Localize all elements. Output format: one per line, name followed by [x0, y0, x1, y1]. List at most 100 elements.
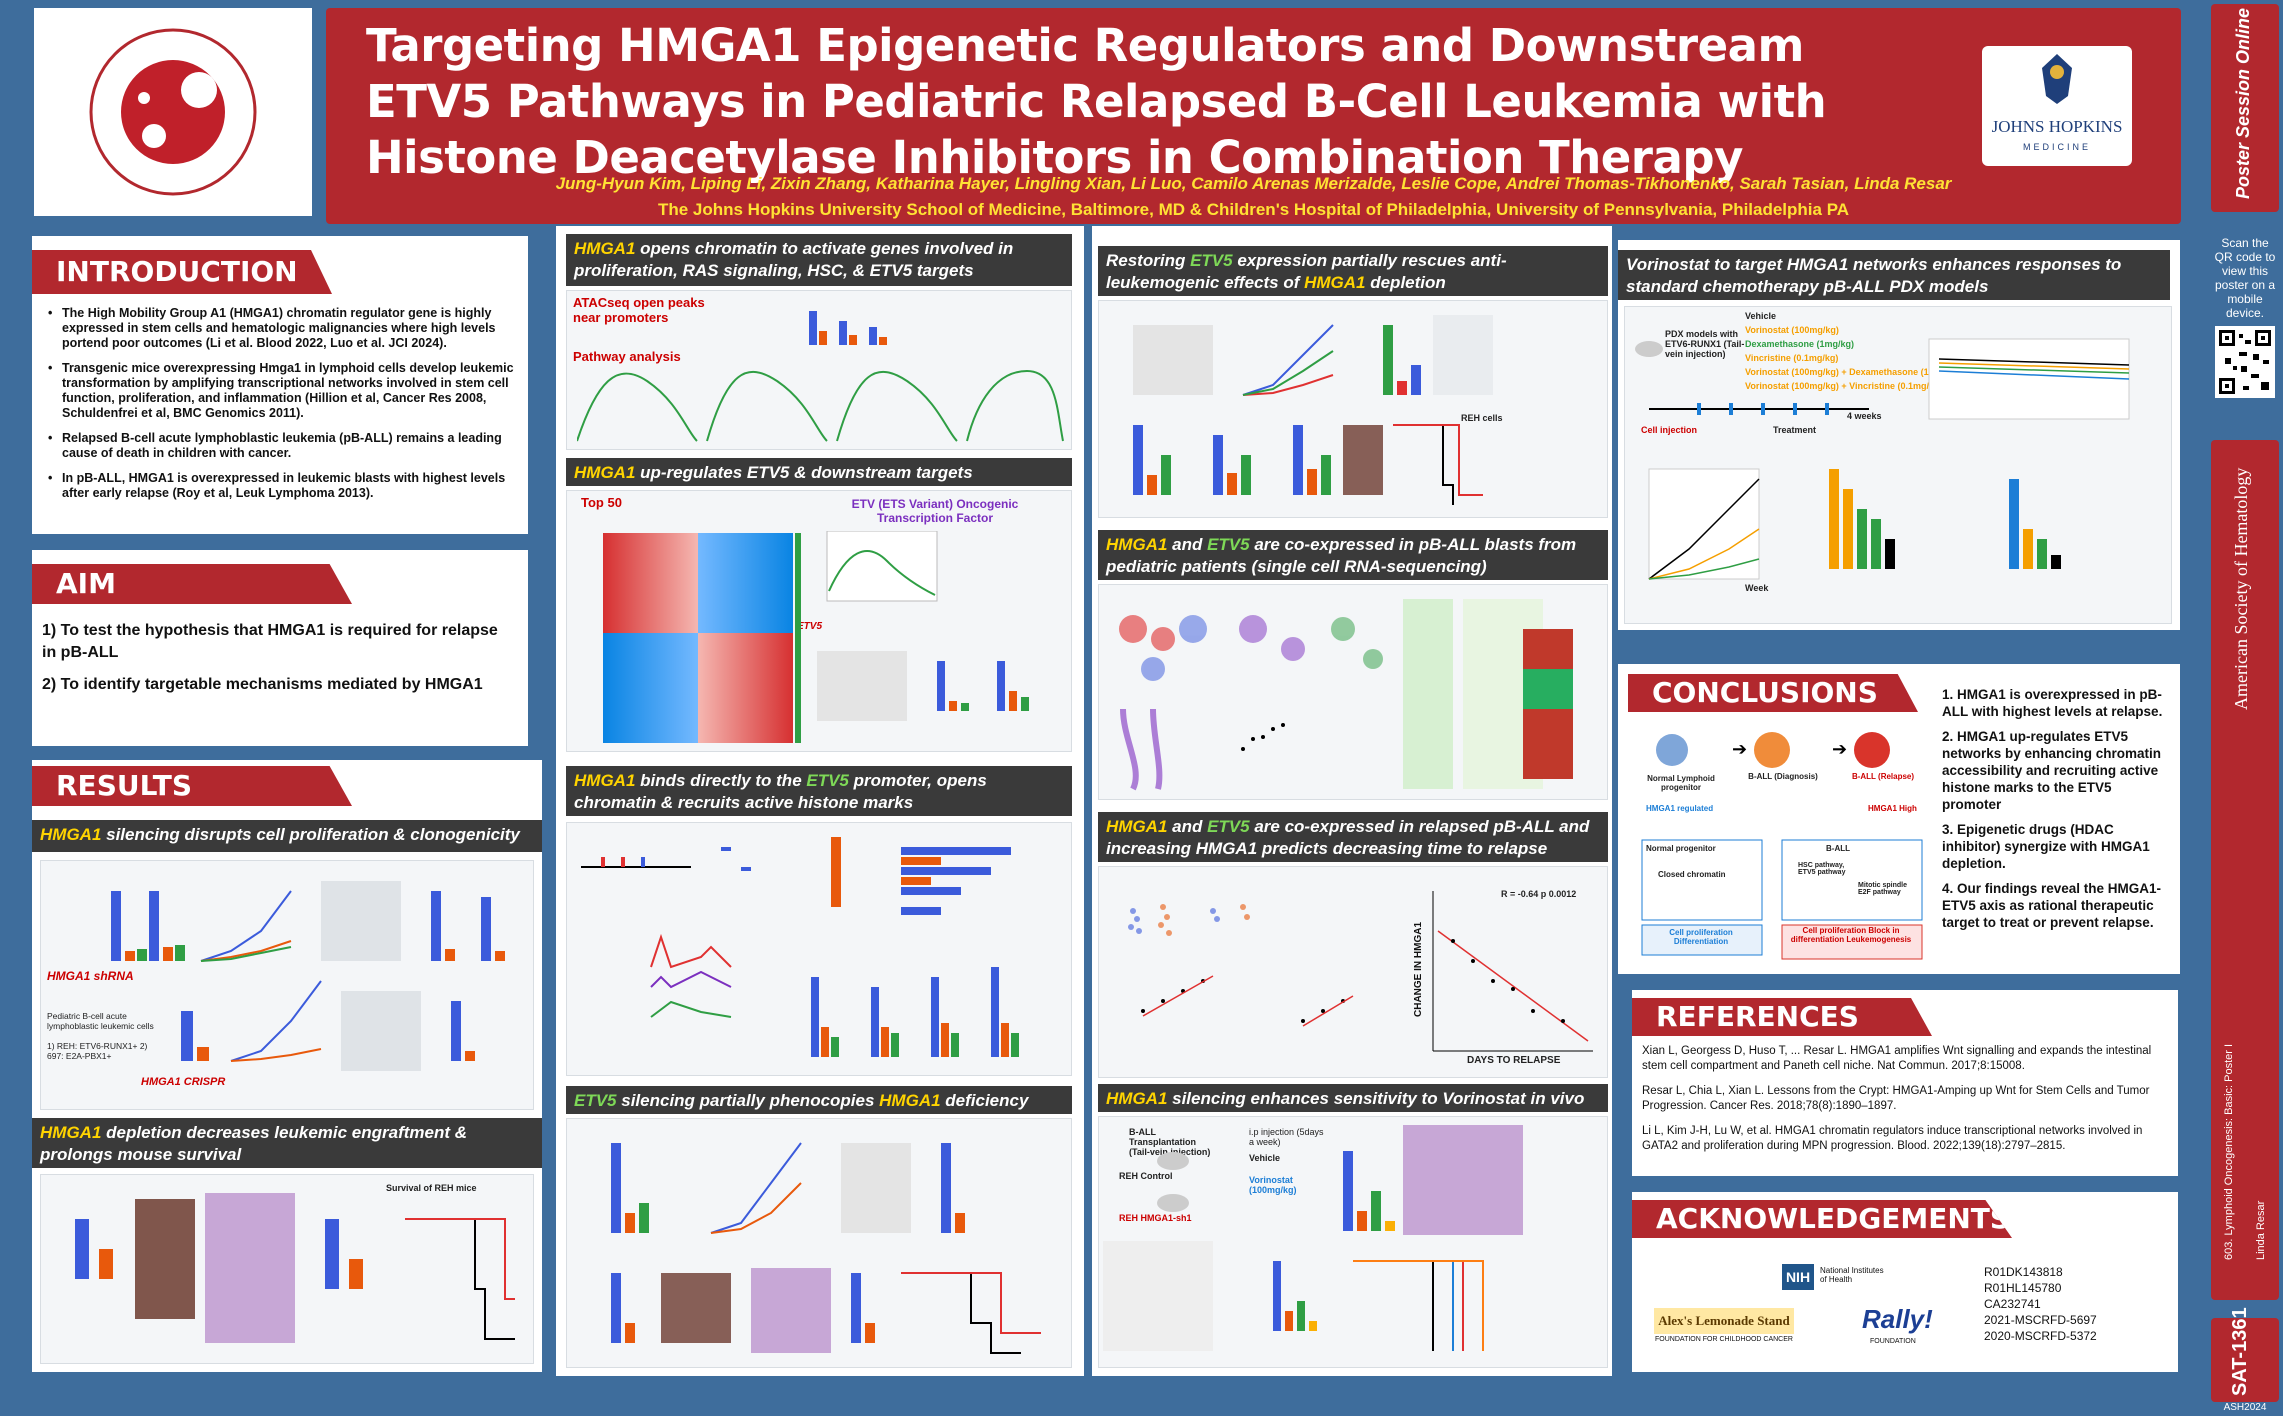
panel-7-title-c: depletion: [1365, 273, 1446, 292]
panel-2-plots: [75, 1193, 515, 1343]
panel-6-title-a: silencing partially phenocopies: [616, 1091, 880, 1110]
panel-4-gene: HMGA1: [574, 463, 636, 482]
alex-sub: FOUNDATION FOR CHILDHOOD CANCER: [1655, 1336, 1793, 1343]
survival-reh-label: Survival of REH mice: [386, 1183, 477, 1193]
heatmap: [603, 533, 801, 743]
panel-3-gene: HMGA1: [574, 239, 636, 258]
prolif-diff-label: Cell proliferation Differentiation: [1669, 928, 1733, 946]
panel-8-plots: [1119, 599, 1573, 791]
ash-logo: [34, 8, 312, 216]
hmga1-crispr-label: HMGA1 CRISPR: [141, 1076, 226, 1088]
panel-10-invivo: in vivo: [1530, 1089, 1585, 1108]
pediatric-cells-label: Pediatric B-cell acute lymphoblastic leu…: [47, 1011, 154, 1031]
legend-dexamethasone: Dexamethasone (1mg/kg): [1745, 339, 1855, 349]
panel-7-title-a: Restoring: [1106, 251, 1191, 270]
reh-hmga1-label: REH HMGA1-sh1: [1119, 1213, 1192, 1223]
panel-6-figure: [566, 1118, 1072, 1368]
panel-6-plots: [611, 1142, 1041, 1354]
acknowledgements-heading: ACKNOWLEDGEMENTS: [1632, 1200, 2012, 1238]
panel-7-hmga1: HMGA1: [1304, 273, 1366, 292]
panel-10-figure: B-ALL Transplantation (Tail-vein injecti…: [1098, 1116, 1608, 1368]
panel-7-heading: Restoring ETV5 expression partially resc…: [1098, 246, 1608, 296]
rally-sub: FOUNDATION: [1870, 1338, 1916, 1345]
nih-sub: National Institutes of Health: [1820, 1266, 1884, 1284]
vehicle-label-1: Vehicle: [1249, 1153, 1281, 1163]
normal-progenitor-box-label: Normal progenitor: [1646, 844, 1716, 853]
ball-diagnosis-label: B-ALL (Diagnosis): [1748, 772, 1818, 781]
aim-heading: AIM: [32, 564, 352, 604]
panel-9-title-b: are co-expressed in relapsed pB-ALL and …: [1106, 817, 1590, 858]
panel-8-title-b: are co-expressed in pB-ALL blasts from p…: [1106, 535, 1577, 576]
session-info-bar: American Society of Hematology 603. Lymp…: [2211, 440, 2279, 1300]
panel-8-etv5: ETV5: [1207, 535, 1250, 554]
panel-1-gene: HMGA1: [40, 825, 102, 844]
vorinostat-label-1: Vorinostat (100mg/kg): [1249, 1175, 1297, 1195]
references-heading: REFERENCES: [1632, 998, 1932, 1036]
etv-label: ETV (ETS Variant) Oncogenic Transcriptio…: [851, 497, 1019, 525]
cell-injection-label: Cell injection: [1641, 425, 1698, 435]
poster-session-badge: Poster Session Online: [2211, 4, 2279, 212]
conclusions-box: CONCLUSIONS ➔ ➔ Normal Lymphoid progenito…: [1618, 664, 2180, 974]
aim-box: AIM 1) To test the hypothesis that HMGA1…: [32, 550, 528, 746]
panel-3-heading: HMGA1 opens chromatin to activate genes …: [566, 234, 1072, 286]
panel-1-title: silencing disrupts cell proliferation & …: [101, 825, 520, 844]
qr-code-icon: [2219, 330, 2271, 394]
poster-authors: Jung-Hyun Kim, Liping Li, Zixin Zhang, K…: [555, 174, 1952, 193]
session-info-text: 603. Lymphoid Oncogenesis: Basic: Poster…: [2223, 1043, 2235, 1260]
jh-logo-sub: MEDICINE: [2023, 142, 2091, 152]
reference-item: Resar L, Chia L, Xian L. Lessons from th…: [1642, 1085, 2150, 1112]
nih-logo: NIH: [1782, 1264, 1814, 1290]
correlation-label: R = -0.64 p 0.0012: [1501, 889, 1577, 899]
panel-4-heading: HMGA1 up-regulates ETV5 & downstream tar…: [566, 458, 1072, 486]
panel-2-title: depletion decreases leukemic engraftment…: [40, 1123, 468, 1164]
qr-code[interactable]: [2215, 326, 2275, 398]
grant-item: 2020-MSCRFD-5372: [1984, 1329, 2097, 1343]
panel-8-title-a: and: [1167, 535, 1208, 554]
top50-label: Top 50: [581, 495, 622, 510]
grant-item: R01HL145780: [1984, 1281, 2062, 1295]
panel-5-title-a: binds directly to the: [635, 771, 807, 790]
weeks4-label: 4 weeks: [1847, 411, 1882, 421]
conclusions-heading: CONCLUSIONS: [1628, 674, 1918, 712]
ash-vertical-text: American Society of Hematology: [2231, 467, 2251, 710]
conclusion-item: 2. HMGA1 up-regulates ETV5 networks by e…: [1942, 729, 2162, 812]
transplant-label: B-ALL Transplantation (Tail-vein injecti…: [1129, 1127, 1211, 1157]
panel-5-heading: HMGA1 binds directly to the ETV5 promote…: [566, 766, 1072, 816]
conclusion-item: 1. HMGA1 is overexpressed in pB-ALL with…: [1942, 687, 2163, 719]
legend-vorinostat: Vorinostat (100mg/kg): [1745, 325, 1839, 335]
prolif-block-label: Cell proliferation Block in differentiat…: [1790, 926, 1912, 944]
mitotic-label: Mitotic spindle E2F pathway: [1858, 882, 1907, 896]
reference-item: Li L, Kim J-H, Lu W, et al. HMGA1 chroma…: [1642, 1125, 2143, 1152]
legend-vor-dex: Vorinostat (100mg/kg) + Dexamethasone (1…: [1745, 367, 1959, 377]
atac-label: ATACseq open peaks near promoters: [573, 295, 705, 325]
conclusion-item: 3. Epigenetic drugs (HDAC inhibitor) syn…: [1942, 822, 2150, 871]
panel-5-gene: HMGA1: [574, 771, 636, 790]
acknowledgements-box: ACKNOWLEDGEMENTS NIH National Institutes…: [1632, 1192, 2178, 1372]
intro-heading: INTRODUCTION: [32, 250, 332, 294]
legend-vincristine: Vincristine (0.1mg/kg): [1745, 353, 1839, 363]
grant-item: CA232741: [1984, 1297, 2041, 1311]
panel-9-title-a: and: [1167, 817, 1208, 836]
panel-1-plots: [111, 881, 505, 1071]
panel-4-title: up-regulates ETV5 & downstream targets: [635, 463, 973, 482]
conclusion-item: 4. Our findings reveal the HMGA1-ETV5 ax…: [1942, 881, 2162, 930]
panel-10-plots: [1103, 1125, 1523, 1351]
panel-4-plots: [817, 531, 1029, 721]
panel-6-hmga1: HMGA1: [879, 1091, 941, 1110]
references-box: REFERENCES Xian L, Georgess D, Huso T, .…: [1632, 990, 2178, 1176]
panel-11-plots: [1635, 338, 2130, 580]
etv5-tag: ETV5: [797, 621, 823, 632]
intro-bullet: In pB-ALL, HMGA1 is overexpressed in leu…: [44, 471, 518, 501]
year-text: ASH2024: [2223, 1402, 2267, 1413]
ball-relapse-label: B-ALL (Relapse): [1851, 772, 1915, 781]
intro-box: INTRODUCTION The High Mobility Group A1 …: [32, 236, 528, 534]
panel-6-title-b: deficiency: [940, 1091, 1029, 1110]
cell-lines-label: 1) REH: ETV6-RUNX1+ 2) 697: E2A-PBX1+: [47, 1041, 148, 1061]
hsc-pathway-label: HSC pathway, ETV5 pathway: [1798, 862, 1846, 876]
panel-7-etv5: ETV5: [1190, 251, 1233, 270]
johns-hopkins-logo: JOHNS HOPKINS MEDICINE: [1982, 46, 2132, 166]
panel-10-title: silencing enhances sensitivity to Vorino…: [1167, 1089, 1531, 1108]
panel-5-title-b: promoter, opens chromatin & recruits act…: [574, 771, 987, 812]
panel-9-heading: HMGA1 and ETV5 are co-expressed in relap…: [1098, 812, 1608, 862]
panel-3-figure: ATACseq open peaks near promoters Pathwa…: [566, 290, 1072, 450]
